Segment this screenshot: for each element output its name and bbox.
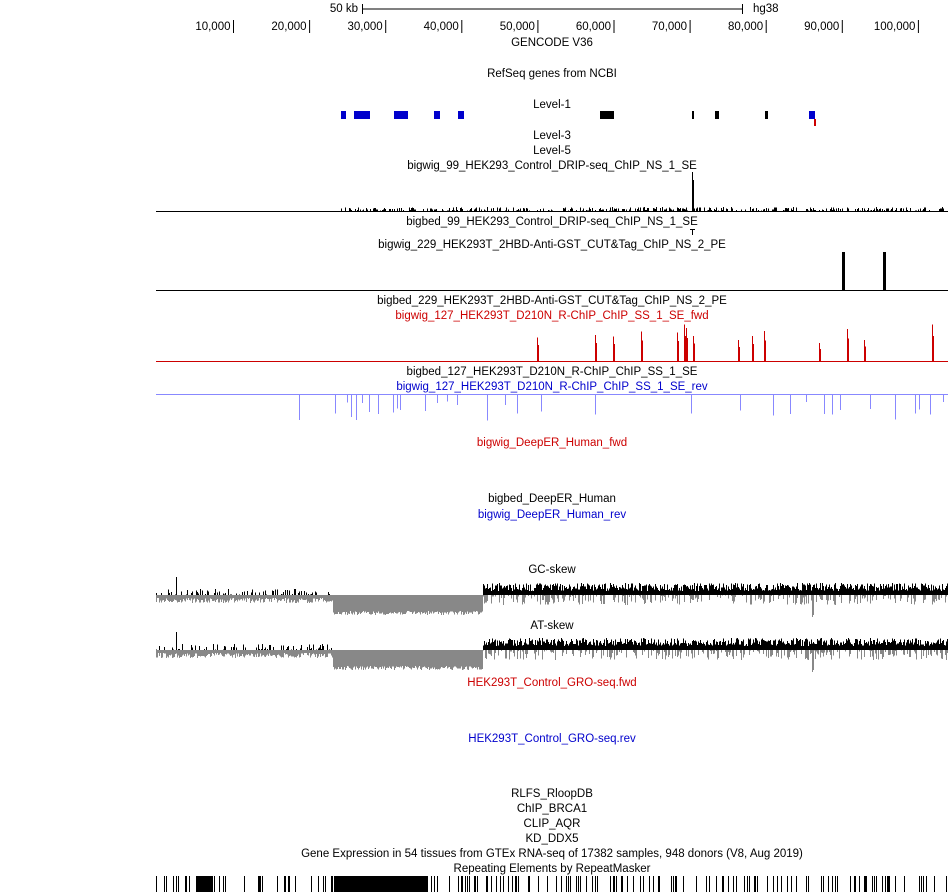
ruler-label: 30,000 xyxy=(348,21,383,33)
track-label[interactable]: Repeating Elements by RepeatMasker xyxy=(454,863,651,875)
track-label[interactable]: HEK293T_Control_GRO-seq.rev xyxy=(468,733,636,745)
skew-positive xyxy=(156,632,948,650)
track-label[interactable]: Gene Expression in 54 tissues from GTEx … xyxy=(301,848,803,860)
track-label[interactable]: KD_DDX5 xyxy=(525,833,578,845)
ruler-label: 20,000 xyxy=(271,21,306,33)
track-label[interactable]: Level-5 xyxy=(533,145,571,157)
track-label[interactable]: bigbed_229_HEK293T_2HBD-Anti-GST_CUT&Tag… xyxy=(377,295,727,307)
track-label[interactable]: GC-skew xyxy=(528,564,576,576)
ruler-label: 40,000 xyxy=(424,21,459,33)
ruler-label: 60,000 xyxy=(576,21,611,33)
gene-block xyxy=(715,111,719,119)
track-label[interactable]: Level-3 xyxy=(533,130,571,142)
gene-block xyxy=(692,111,694,119)
signal-track xyxy=(156,172,948,212)
assembly-label: hg38 xyxy=(753,3,779,15)
scale-label: 50 kb xyxy=(330,3,358,15)
track-label[interactable]: bigwig_DeepER_Human_rev xyxy=(478,509,627,521)
signal-track xyxy=(156,252,948,291)
repeat-track xyxy=(156,876,947,892)
ruler-label: 90,000 xyxy=(804,21,839,33)
track-label[interactable]: HEK293T_Control_GRO-seq.fwd xyxy=(467,677,636,689)
ruler-label: 100,000 xyxy=(874,21,916,33)
track-label[interactable]: bigwig_127_HEK293T_D210N_R-ChIP_ChIP_SS_… xyxy=(396,381,708,393)
gene-block xyxy=(434,111,440,119)
track-label[interactable]: bigbed_127_HEK293T_D210N_R-ChIP_ChIP_SS_… xyxy=(407,366,698,378)
track-label[interactable]: bigwig_99_HEK293_Control_DRIP-seq_ChIP_N… xyxy=(407,160,697,172)
signal-track xyxy=(156,394,948,421)
gene-block xyxy=(765,111,768,119)
track-label[interactable]: bigbed_DeepER_Human xyxy=(488,493,616,505)
skew-positive xyxy=(156,577,948,595)
signal-track xyxy=(156,324,948,362)
track-label[interactable]: bigwig_127_HEK293T_D210N_R-ChIP_ChIP_SS_… xyxy=(395,310,708,322)
bed-mark xyxy=(690,229,695,235)
track-label[interactable]: ChIP_BRCA1 xyxy=(517,803,587,815)
gene-block xyxy=(600,111,614,119)
gene-block xyxy=(809,111,815,119)
ruler-label: 50,000 xyxy=(500,21,535,33)
track-label[interactable]: bigbed_99_HEK293_Control_DRIP-seq_ChIP_N… xyxy=(406,216,698,228)
gene-block xyxy=(814,119,816,126)
skew-negative xyxy=(156,650,948,672)
track-label[interactable]: GENCODE V36 xyxy=(511,37,593,49)
skew-negative xyxy=(156,595,947,617)
gene-block xyxy=(354,111,370,119)
gene-block xyxy=(394,111,408,119)
gene-block xyxy=(341,111,346,119)
ruler-label: 10,000 xyxy=(195,21,230,33)
ruler-label: 70,000 xyxy=(652,21,687,33)
track-label[interactable]: CLIP_AQR xyxy=(524,818,581,830)
track-label[interactable]: AT-skew xyxy=(530,620,574,632)
track-label[interactable]: RLFS_RloopDB xyxy=(511,788,593,800)
track-label[interactable]: RefSeq genes from NCBI xyxy=(487,68,617,80)
ruler-label: 80,000 xyxy=(728,21,763,33)
track-label[interactable]: bigwig_229_HEK293T_2HBD-Anti-GST_CUT&Tag… xyxy=(378,239,726,251)
gene-block xyxy=(458,111,464,119)
track-label[interactable]: Level-1 xyxy=(533,99,571,111)
track-label[interactable]: bigwig_DeepER_Human_fwd xyxy=(477,437,627,449)
